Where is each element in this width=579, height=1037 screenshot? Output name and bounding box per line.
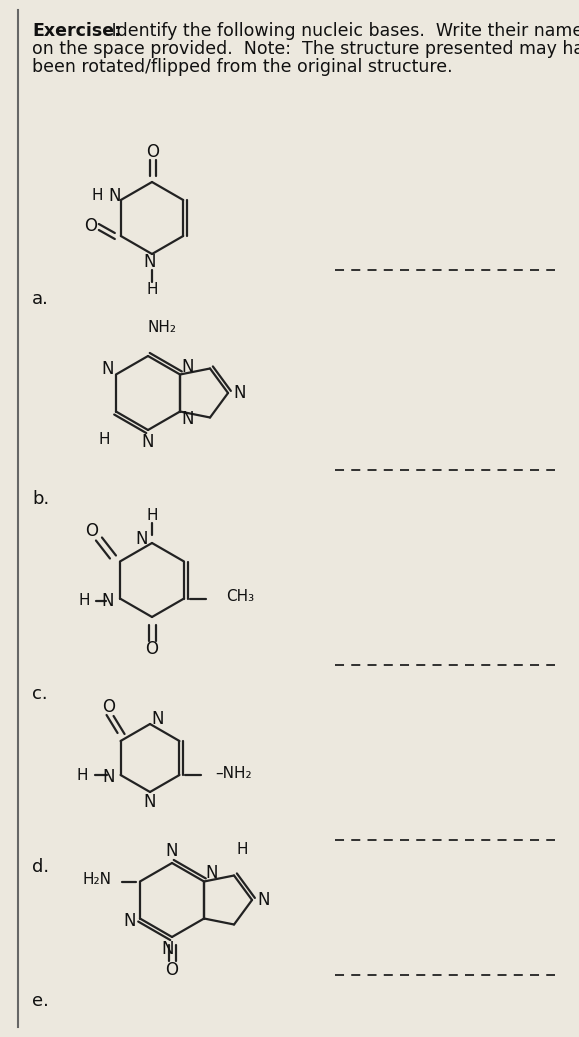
Text: NH₂: NH₂ xyxy=(148,320,177,336)
Text: N: N xyxy=(206,865,218,882)
Text: N: N xyxy=(144,253,156,271)
Text: CH₃: CH₃ xyxy=(226,589,254,604)
Text: N: N xyxy=(234,384,246,402)
Text: H: H xyxy=(91,189,103,203)
Text: H: H xyxy=(79,593,90,608)
Text: c.: c. xyxy=(32,685,47,703)
Text: H: H xyxy=(146,282,157,298)
Text: N: N xyxy=(258,891,270,909)
Text: H: H xyxy=(236,842,248,857)
Text: –NH₂: –NH₂ xyxy=(215,765,252,781)
Text: N: N xyxy=(109,187,121,205)
Text: a.: a. xyxy=(32,290,49,308)
Text: N: N xyxy=(166,842,178,860)
Text: O: O xyxy=(166,961,178,979)
Text: O: O xyxy=(102,698,115,716)
Text: N: N xyxy=(124,912,136,929)
Text: been rotated/flipped from the original structure.: been rotated/flipped from the original s… xyxy=(32,58,453,76)
Text: d.: d. xyxy=(32,858,49,876)
Text: b.: b. xyxy=(32,491,49,508)
Text: on the space provided.  Note:  The structure presented may have: on the space provided. Note: The structu… xyxy=(32,40,579,58)
Text: N: N xyxy=(162,940,174,958)
Text: O: O xyxy=(146,143,159,161)
Text: N: N xyxy=(102,768,115,786)
Text: N: N xyxy=(101,591,114,610)
Text: N: N xyxy=(182,411,195,428)
Text: N: N xyxy=(144,793,156,811)
Text: N: N xyxy=(135,530,148,548)
Text: O: O xyxy=(145,640,159,658)
Text: O: O xyxy=(85,217,97,235)
Text: e.: e. xyxy=(32,992,49,1010)
Text: Exercise:: Exercise: xyxy=(32,22,121,40)
Text: N: N xyxy=(142,433,154,451)
Text: H: H xyxy=(98,432,109,447)
Text: H: H xyxy=(146,507,157,523)
Text: H: H xyxy=(76,767,87,783)
Text: N: N xyxy=(152,710,164,728)
Text: Identify the following nucleic bases.  Write their name: Identify the following nucleic bases. Wr… xyxy=(106,22,579,40)
Text: N: N xyxy=(102,361,114,379)
Text: H₂N: H₂N xyxy=(83,872,112,887)
Text: O: O xyxy=(86,523,98,540)
Text: N: N xyxy=(182,358,195,375)
